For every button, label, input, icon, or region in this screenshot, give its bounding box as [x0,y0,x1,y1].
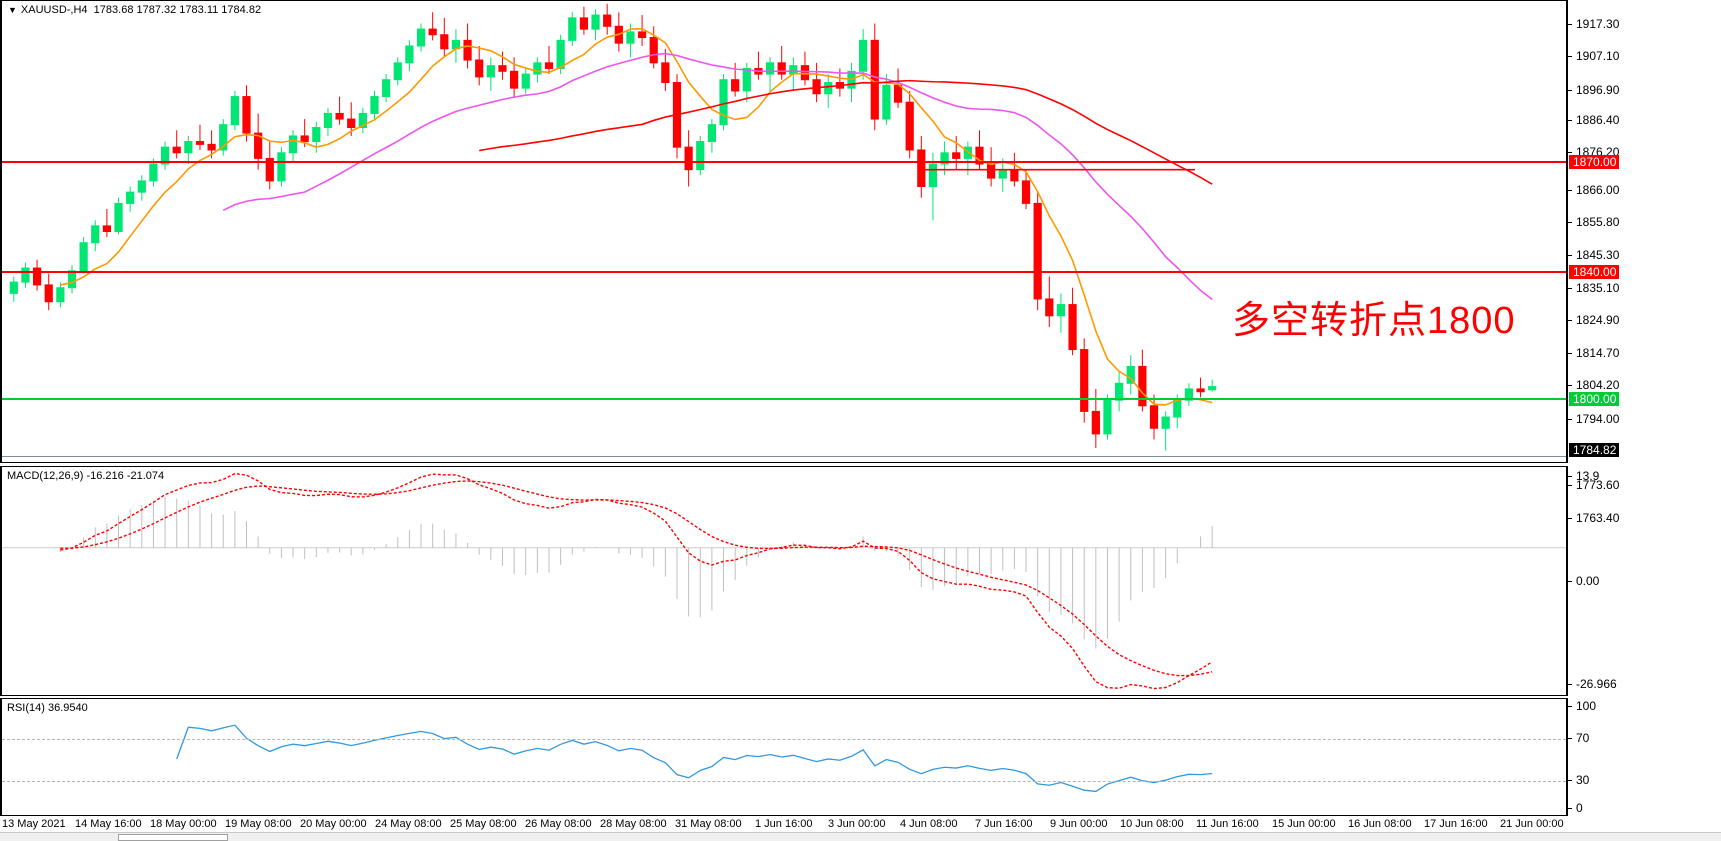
time-axis-label: 3 Jun 00:00 [828,818,886,830]
axis-tick-label: 1896.90 [1576,83,1620,97]
symbol-ohlc-header: ▼ XAUUSD-,H4 1783.68 1787.32 1783.11 1784… [8,4,261,16]
time-axis-label: 19 May 08:00 [225,818,292,830]
axis-tick [1568,222,1572,223]
axis-tick [1568,24,1572,25]
price-candlestick-canvas [9,3,1217,451]
price-tag-1784-82: 1784.82 [1569,443,1620,457]
axis-tick-label: 70 [1576,731,1590,745]
axis-tick [1568,485,1572,486]
axis-tick-label: 1824.90 [1576,313,1620,327]
scrollbar-thumb[interactable] [118,834,228,841]
axis-tick-label: 1866.00 [1576,183,1620,197]
rsi-axis-scale[interactable]: 100 70 30 0 [1567,698,1721,816]
axis-tick [1568,320,1572,321]
time-axis-label: 9 Jun 00:00 [1050,818,1108,830]
axis-tick-label: 13.9 [1576,469,1600,483]
macd-indicator-pane[interactable]: MACD(12,26,9) -16.216 -21.074 [0,466,1567,696]
horizontal-scrollbar[interactable] [0,832,1721,841]
macd-axis-scale[interactable]: 13.9 0.00 -26.966 [1567,466,1721,696]
price-tag-1840-00: 1840.00 [1569,265,1620,279]
axis-tick-label: 1835.10 [1576,281,1620,295]
axis-tick-label: 1794.00 [1576,412,1620,426]
axis-tick-label: 30 [1576,773,1590,787]
axis-tick-label: 1907.10 [1576,49,1620,63]
axis-tick [1568,780,1572,781]
level-line-1800 [2,398,1566,400]
axis-tick-label: 0 [1576,801,1583,815]
ohlc-values: 1783.68 1787.32 1783.11 1784.82 [93,4,262,16]
axis-tick [1568,353,1572,354]
symbol-label: XAUUSD-,H4 [20,4,88,16]
collapse-caret-icon[interactable]: ▼ [8,5,17,15]
time-axis-label: 13 May 2021 [2,818,66,830]
axis-tick [1568,706,1572,707]
price-tag-1800-00: 1800.00 [1569,392,1620,406]
axis-tick-label: -26.966 [1576,677,1617,691]
chart-frame: ▼ XAUUSD-,H4 1783.68 1787.32 1783.11 1784… [0,0,1721,816]
axis-tick-label: 1845.30 [1576,248,1620,262]
time-axis-label: 4 Jun 08:00 [900,818,958,830]
time-axis-label: 10 Jun 08:00 [1120,818,1184,830]
time-axis-label: 25 May 08:00 [450,818,517,830]
time-axis-label: 16 Jun 08:00 [1348,818,1412,830]
level-line-1840 [2,271,1566,273]
rsi-guide-70 [2,739,1566,740]
time-axis-label: 11 Jun 16:00 [1196,818,1259,830]
axis-tick [1568,518,1572,519]
time-axis-label: 17 Jun 16:00 [1424,818,1488,830]
axis-tick [1568,190,1572,191]
time-axis-label: 24 May 08:00 [375,818,442,830]
axis-tick [1568,90,1572,91]
time-axis-label: 15 Jun 00:00 [1272,818,1336,830]
axis-tick [1568,476,1572,477]
time-axis-label: 7 Jun 16:00 [975,818,1033,830]
axis-tick-label: 1814.70 [1576,346,1620,360]
axis-tick [1568,738,1572,739]
axis-tick [1568,152,1572,153]
axis-tick-label: 1917.30 [1576,17,1620,31]
price-chart-pane[interactable]: ▼ XAUUSD-,H4 1783.68 1787.32 1783.11 1784… [0,0,1567,463]
time-axis-label: 14 May 16:00 [75,818,142,830]
rsi-canvas [176,724,1213,793]
macd-header-label: MACD(12,26,9) -16.216 -21.074 [7,470,165,482]
price-axis-scale[interactable]: 1917.30 1907.10 1896.90 1886.40 1876.20 1866.… [1567,0,1721,524]
axis-tick-label: 1773.60 [1576,478,1620,492]
rsi-guide-30 [2,781,1566,782]
axis-tick [1568,255,1572,256]
rsi-header-label: RSI(14) 36.9540 [7,702,88,714]
axis-tick [1568,120,1572,121]
macd-canvas [2,472,1566,690]
axis-tick [1568,581,1572,582]
axis-tick-label: 0.00 [1576,574,1600,588]
time-axis-label: 20 May 00:00 [300,818,367,830]
axis-tick [1568,684,1572,685]
axis-tick [1568,56,1572,57]
axis-tick [1568,808,1572,809]
time-axis-label: 21 Jun 00:00 [1500,818,1564,830]
axis-tick [1568,419,1572,420]
time-axis-label: 26 May 08:00 [525,818,592,830]
time-axis-label: 31 May 08:00 [675,818,742,830]
axis-tick-label: 100 [1576,699,1597,713]
axis-tick-label: 1886.40 [1576,113,1620,127]
axis-tick [1568,288,1572,289]
level-line-1870 [2,161,1566,163]
axis-tick [1568,385,1572,386]
chart-annotation-text: 多空转折点1800 [1232,300,1516,342]
axis-tick-label: 1855.80 [1576,215,1620,229]
time-axis-label: 28 May 08:00 [600,818,667,830]
axis-tick-label: 1763.40 [1576,511,1620,525]
axis-tick-label: 1804.20 [1576,378,1620,392]
current-price-line [2,456,1566,457]
time-axis-label: 1 Jun 16:00 [755,818,813,830]
price-tag-1870-00: 1870.00 [1569,155,1620,169]
rsi-indicator-pane[interactable]: RSI(14) 36.9540 [0,698,1567,816]
time-axis-label: 18 May 00:00 [150,818,217,830]
